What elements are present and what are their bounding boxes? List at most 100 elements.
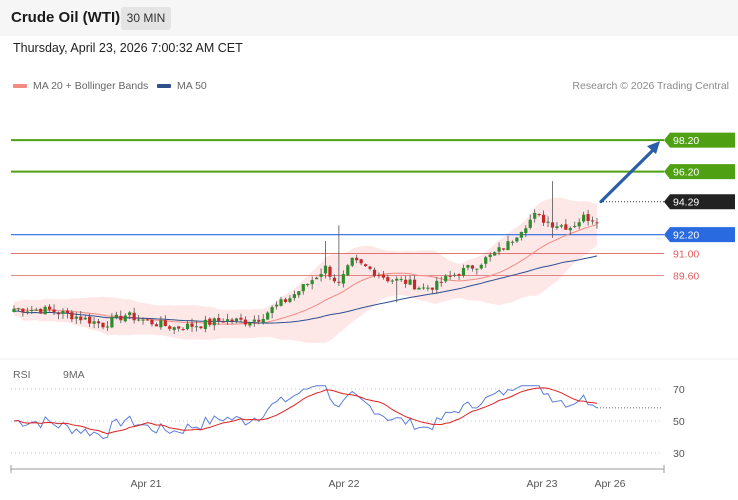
candle-body <box>105 326 110 328</box>
rsi-line <box>13 385 598 440</box>
candle-body <box>230 319 234 322</box>
candle-body <box>452 274 457 276</box>
candle-body <box>439 281 443 283</box>
legend-ma50: MA 50 <box>157 80 207 92</box>
candle-body <box>30 310 34 312</box>
level-label-last: 94.29 <box>673 197 699 209</box>
candle-body <box>533 212 537 219</box>
candle-body <box>168 326 172 329</box>
ma20-swatch <box>13 84 27 89</box>
rsi-tick-label: 30 <box>673 448 685 460</box>
candle-body <box>372 269 377 276</box>
candle-body <box>65 310 70 314</box>
candle-body <box>435 280 439 290</box>
candle-body <box>457 274 461 276</box>
candle-body <box>430 287 434 290</box>
candle-body <box>266 312 270 320</box>
timestamp: Thursday, April 23, 2026 7:00:32 AM CET <box>13 41 243 55</box>
candle-body <box>368 266 372 269</box>
x-tick-label: Apr 26 <box>595 478 626 490</box>
candle-body <box>363 264 368 267</box>
candle-body <box>301 284 305 292</box>
candle-body <box>475 268 479 270</box>
candle-body <box>243 319 248 325</box>
candle-body <box>555 226 559 229</box>
candle-body <box>515 237 519 242</box>
candle-body <box>292 294 296 299</box>
candle-body <box>261 318 265 323</box>
candle-body <box>110 316 114 328</box>
candle-body <box>404 279 408 284</box>
legend-rsi: RSI <box>13 369 31 381</box>
x-tick-label: Apr 21 <box>131 478 162 490</box>
candle-body <box>541 214 546 223</box>
candle-body <box>386 277 390 282</box>
candle-body <box>337 281 341 283</box>
candle-body <box>283 299 288 302</box>
candle-body <box>221 321 225 323</box>
candle-body <box>114 314 118 318</box>
candle-body <box>163 320 167 327</box>
candle-body <box>74 316 78 319</box>
candle-body <box>172 327 176 331</box>
legend-9ma: 9MA <box>63 369 85 381</box>
candle-body <box>119 315 123 321</box>
x-tick-label: Apr 23 <box>527 478 558 490</box>
ma50-label: MA 50 <box>177 80 207 92</box>
candle-body <box>479 264 483 269</box>
candle-body <box>181 329 185 331</box>
candle-body <box>315 277 319 280</box>
candle-body <box>203 319 207 329</box>
candle-body <box>595 222 599 224</box>
candle-body <box>412 279 417 290</box>
candle-body <box>194 326 199 328</box>
candle-body <box>83 317 87 320</box>
candle-body <box>52 309 56 313</box>
instrument-title: Crude Oil (WTI) <box>11 9 121 26</box>
projection-arrow-head <box>647 141 660 155</box>
candle-body <box>319 273 323 277</box>
candle-body <box>350 257 354 266</box>
candle-body <box>421 287 426 289</box>
candle-body <box>306 283 310 286</box>
rsi-label: RSI <box>13 369 31 381</box>
candle-body <box>101 322 105 328</box>
candle-body <box>381 274 385 278</box>
candle-body <box>577 222 581 227</box>
candle-body <box>390 280 394 282</box>
candle-body <box>399 279 403 281</box>
level-label-tag-pivot <box>664 227 735 243</box>
timeframe-badge[interactable]: 30 MIN <box>121 7 171 30</box>
candle-body <box>328 266 332 277</box>
level-label-pivot: 92.20 <box>673 230 699 242</box>
candle-body <box>488 254 492 257</box>
candle-body <box>590 220 595 222</box>
candle-body <box>448 275 452 277</box>
candle-body <box>274 304 279 307</box>
candle-body <box>332 277 337 282</box>
candle-body <box>270 307 274 313</box>
candle-body <box>550 222 555 228</box>
candle-body <box>159 320 163 328</box>
level-label-resistance: 98.20 <box>673 135 699 147</box>
candle-body <box>141 319 145 321</box>
candle-body <box>199 326 203 329</box>
level-label-tag-resistance <box>664 164 735 180</box>
candle-body <box>79 316 83 321</box>
candle-body <box>217 318 221 321</box>
candle-body <box>212 318 216 326</box>
candle-body <box>408 279 412 285</box>
candle-body <box>346 265 350 276</box>
chart-header: Crude Oil (WTI) 30 MIN <box>0 0 738 36</box>
candle-body <box>190 323 194 327</box>
level-label-support: 89.60 <box>673 271 699 283</box>
candle-body <box>34 309 38 311</box>
candle-body <box>497 247 501 252</box>
candle-body <box>43 306 47 315</box>
candle-body <box>279 299 283 306</box>
candle-body <box>21 308 25 313</box>
projection-arrow-shaft <box>599 147 656 204</box>
candle-body <box>234 318 239 322</box>
candle-body <box>568 228 572 231</box>
candle-body <box>519 231 523 238</box>
